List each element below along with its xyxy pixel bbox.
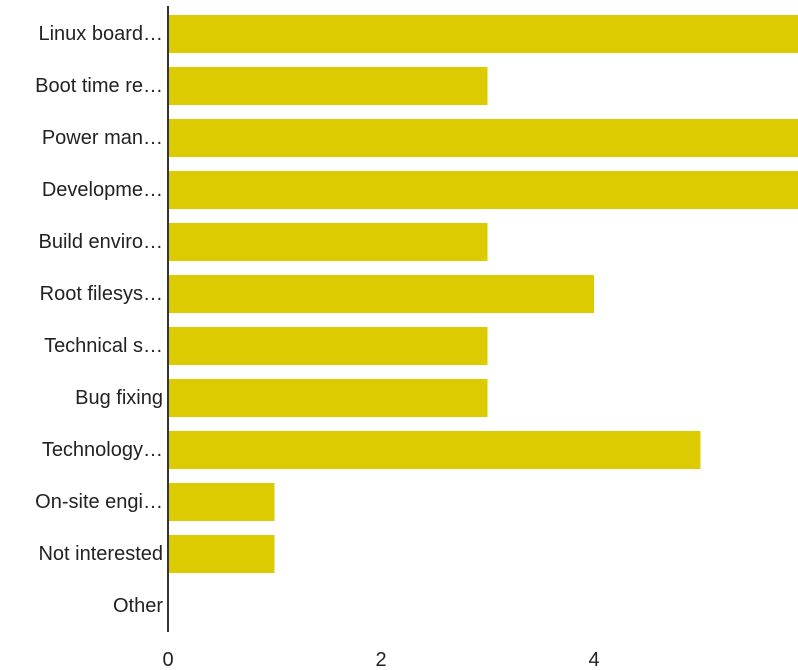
bar (168, 119, 798, 157)
x-tick-label: 0 (162, 649, 173, 670)
bar (168, 379, 488, 417)
bar (168, 327, 488, 365)
bar (168, 67, 488, 105)
bar (168, 15, 798, 53)
category-label: Not interested (38, 543, 163, 565)
category-label: Linux board… (38, 23, 163, 45)
bar (168, 483, 275, 521)
x-tick-label: 2 (375, 649, 386, 670)
category-label: Technology… (42, 439, 163, 461)
category-label: Other (113, 595, 163, 617)
category-label: Build enviro… (38, 231, 163, 253)
category-label: Technical s… (44, 335, 163, 357)
category-labels: Linux board… Boot time re… Power man… Devel… (35, 23, 163, 617)
category-label: Power man… (42, 127, 163, 149)
category-label: Root filesys… (40, 283, 163, 305)
bar (168, 431, 701, 469)
category-label: Boot time re… (35, 75, 163, 97)
bars-group (168, 15, 798, 573)
bar (168, 535, 275, 573)
bar (168, 171, 798, 209)
bar (168, 223, 488, 261)
category-label: Bug fixing (75, 387, 163, 409)
category-label: On-site engi… (35, 491, 163, 513)
category-label: Developme… (42, 179, 163, 201)
x-tick-label: 4 (588, 649, 599, 670)
x-tick-labels: 0 2 4 (162, 649, 599, 670)
bar (168, 275, 594, 313)
